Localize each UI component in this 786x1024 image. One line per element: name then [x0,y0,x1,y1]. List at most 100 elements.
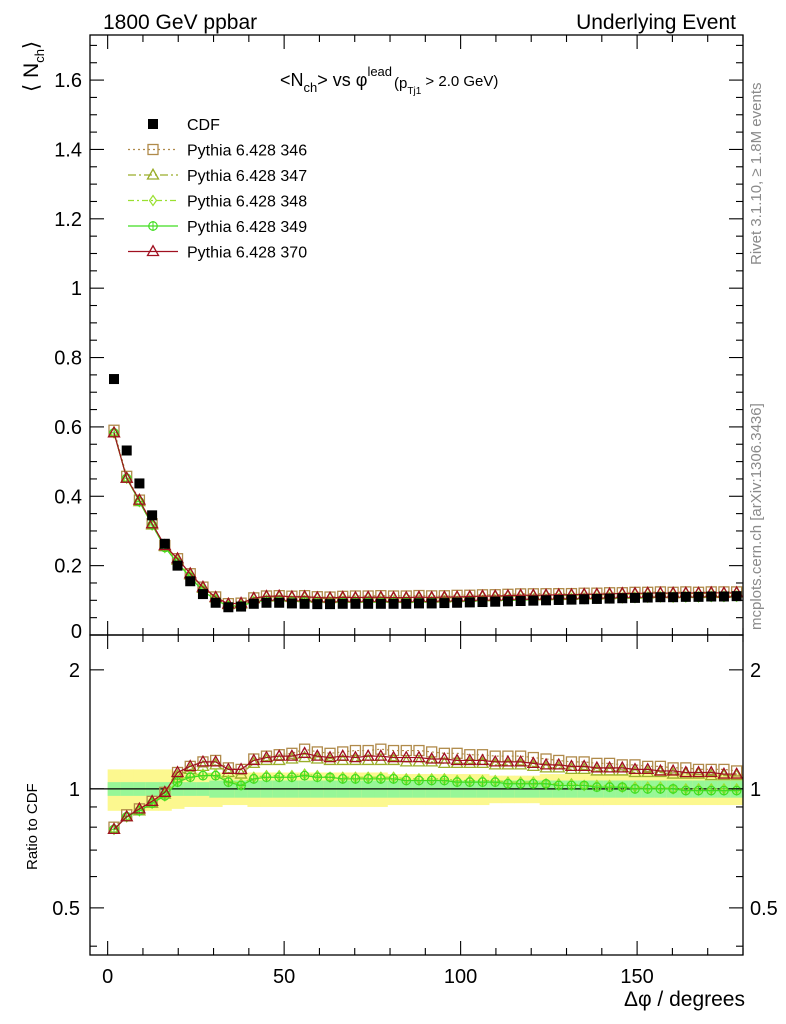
ratio-1-point [450,756,464,769]
ratio-0-point [311,746,323,758]
ratio-4-point [679,765,693,778]
ratio-1-point [577,762,591,775]
ratio-0-point [286,747,298,759]
ratio-4-point [145,794,159,806]
ratio-4-point [488,754,502,767]
cdf-point [172,560,183,571]
y-axis-label: ⟨ Nch⟩ [20,41,47,92]
cdf-point [566,594,577,605]
ratio-4-point [577,759,591,772]
ratio-4-point [272,749,286,761]
cdf-point [604,593,615,604]
ratio-4-point [285,749,299,761]
ratio-1-point [425,754,439,767]
cdf-point [401,598,412,609]
y-tick-label: 0.6 [54,417,82,439]
ratio-frame [89,634,744,956]
ratio-1-point [704,768,718,781]
cdf-point [579,594,590,605]
ratio-4-point [323,750,337,763]
ratio-0-point [502,750,514,762]
header-left: 1800 GeV ppbar [103,11,257,34]
ratio-0-point [324,747,336,759]
cdf-point [668,592,679,603]
legend-label: Pythia 6.428 348 [187,194,307,211]
legend-marker [147,143,159,156]
ratio-1-point [615,763,629,776]
ratio-1-point [539,760,553,773]
ratio-4-point [475,753,490,766]
ratio-4-point [615,760,629,773]
ratio-4-point [348,750,363,763]
ratio-1-point [310,751,324,764]
ratio-0-point [616,759,628,771]
y-tick-label: 1.2 [54,209,82,231]
mcplots-label: mcplots.cern.ch [arXiv:1306.3436] [748,403,765,630]
cdf-point [464,597,475,608]
cdf-point [185,576,196,587]
series-0 [108,424,743,610]
cdf-point [426,598,437,609]
ratio-4-point [450,753,464,766]
legend-label: Pythia 6.428 349 [187,219,307,236]
series-2 [109,426,741,612]
x-tick-label: 0 [102,966,113,988]
ratio-0-point [489,750,501,762]
cdf-point [223,602,234,613]
legend-label: Pythia 6.428 370 [187,245,307,262]
ratio-4-point [717,766,731,779]
cdf-point [502,596,513,607]
cdf-point [693,591,704,602]
ratio-4-point [158,785,172,797]
ratio-4-point [666,763,680,776]
series-line-4 [113,432,737,605]
ratio-1-point [590,763,604,776]
cdf-point [350,598,361,609]
series-4 [107,425,744,609]
ratio-y-axis-label: Ratio to CDF [24,783,41,870]
legend: CDF Pythia 6.428 346 Pythia 6.428 347 Pythi… [128,117,307,262]
cdf-point [375,598,386,609]
ratio-1-point [653,765,668,778]
ratio-4-point [653,763,668,776]
y-tick-label: 0.4 [54,486,82,508]
ratio-0-point [730,765,743,777]
ratio-4-point [514,754,528,767]
cdf-point [388,598,399,609]
ratio-4-point [170,765,185,778]
ratio-y-tick-label-right: 2 [750,660,761,682]
cdf-point [680,591,691,602]
cdf-point [528,595,539,606]
ratio-4-point [691,765,706,778]
ratio-1-point [348,753,363,766]
ratio-4-point [310,749,324,761]
ratio-4-point [120,809,134,822]
series-line-3 [113,432,737,607]
series-line-0 [113,430,737,605]
y-tick-label: 0.8 [54,348,82,370]
series-line-2 [113,432,737,607]
main-panel: 0 0.2 0.4 0.6 0.8 1 1.2 1.4 1.6 [54,34,744,955]
cdf-point [541,595,552,606]
rivet-label: Rivet 3.1.10, ≥ 1.8M events [748,83,765,266]
ratio-y-tick-label-right: 0.5 [750,898,778,920]
ratio-4-point [501,754,515,767]
legend-marker [148,194,158,207]
cdf-point [274,597,285,608]
ratio-0-point [642,760,654,773]
cdf-point [363,598,374,609]
y-tick-label: 1.4 [54,139,82,161]
cdf-point [617,593,628,604]
ratio-4-point [221,762,235,775]
ratio-0-point [705,763,717,776]
ratio-4-point [412,750,426,763]
cdf-point [147,510,158,521]
ratio-4-point [730,766,744,779]
ratio-4-point [374,749,388,761]
ratio-4-point [552,757,566,770]
cdf-point [261,597,272,608]
ratio-4-point [196,754,210,767]
ratio-4-point [183,759,197,772]
cdf-point [236,601,247,612]
